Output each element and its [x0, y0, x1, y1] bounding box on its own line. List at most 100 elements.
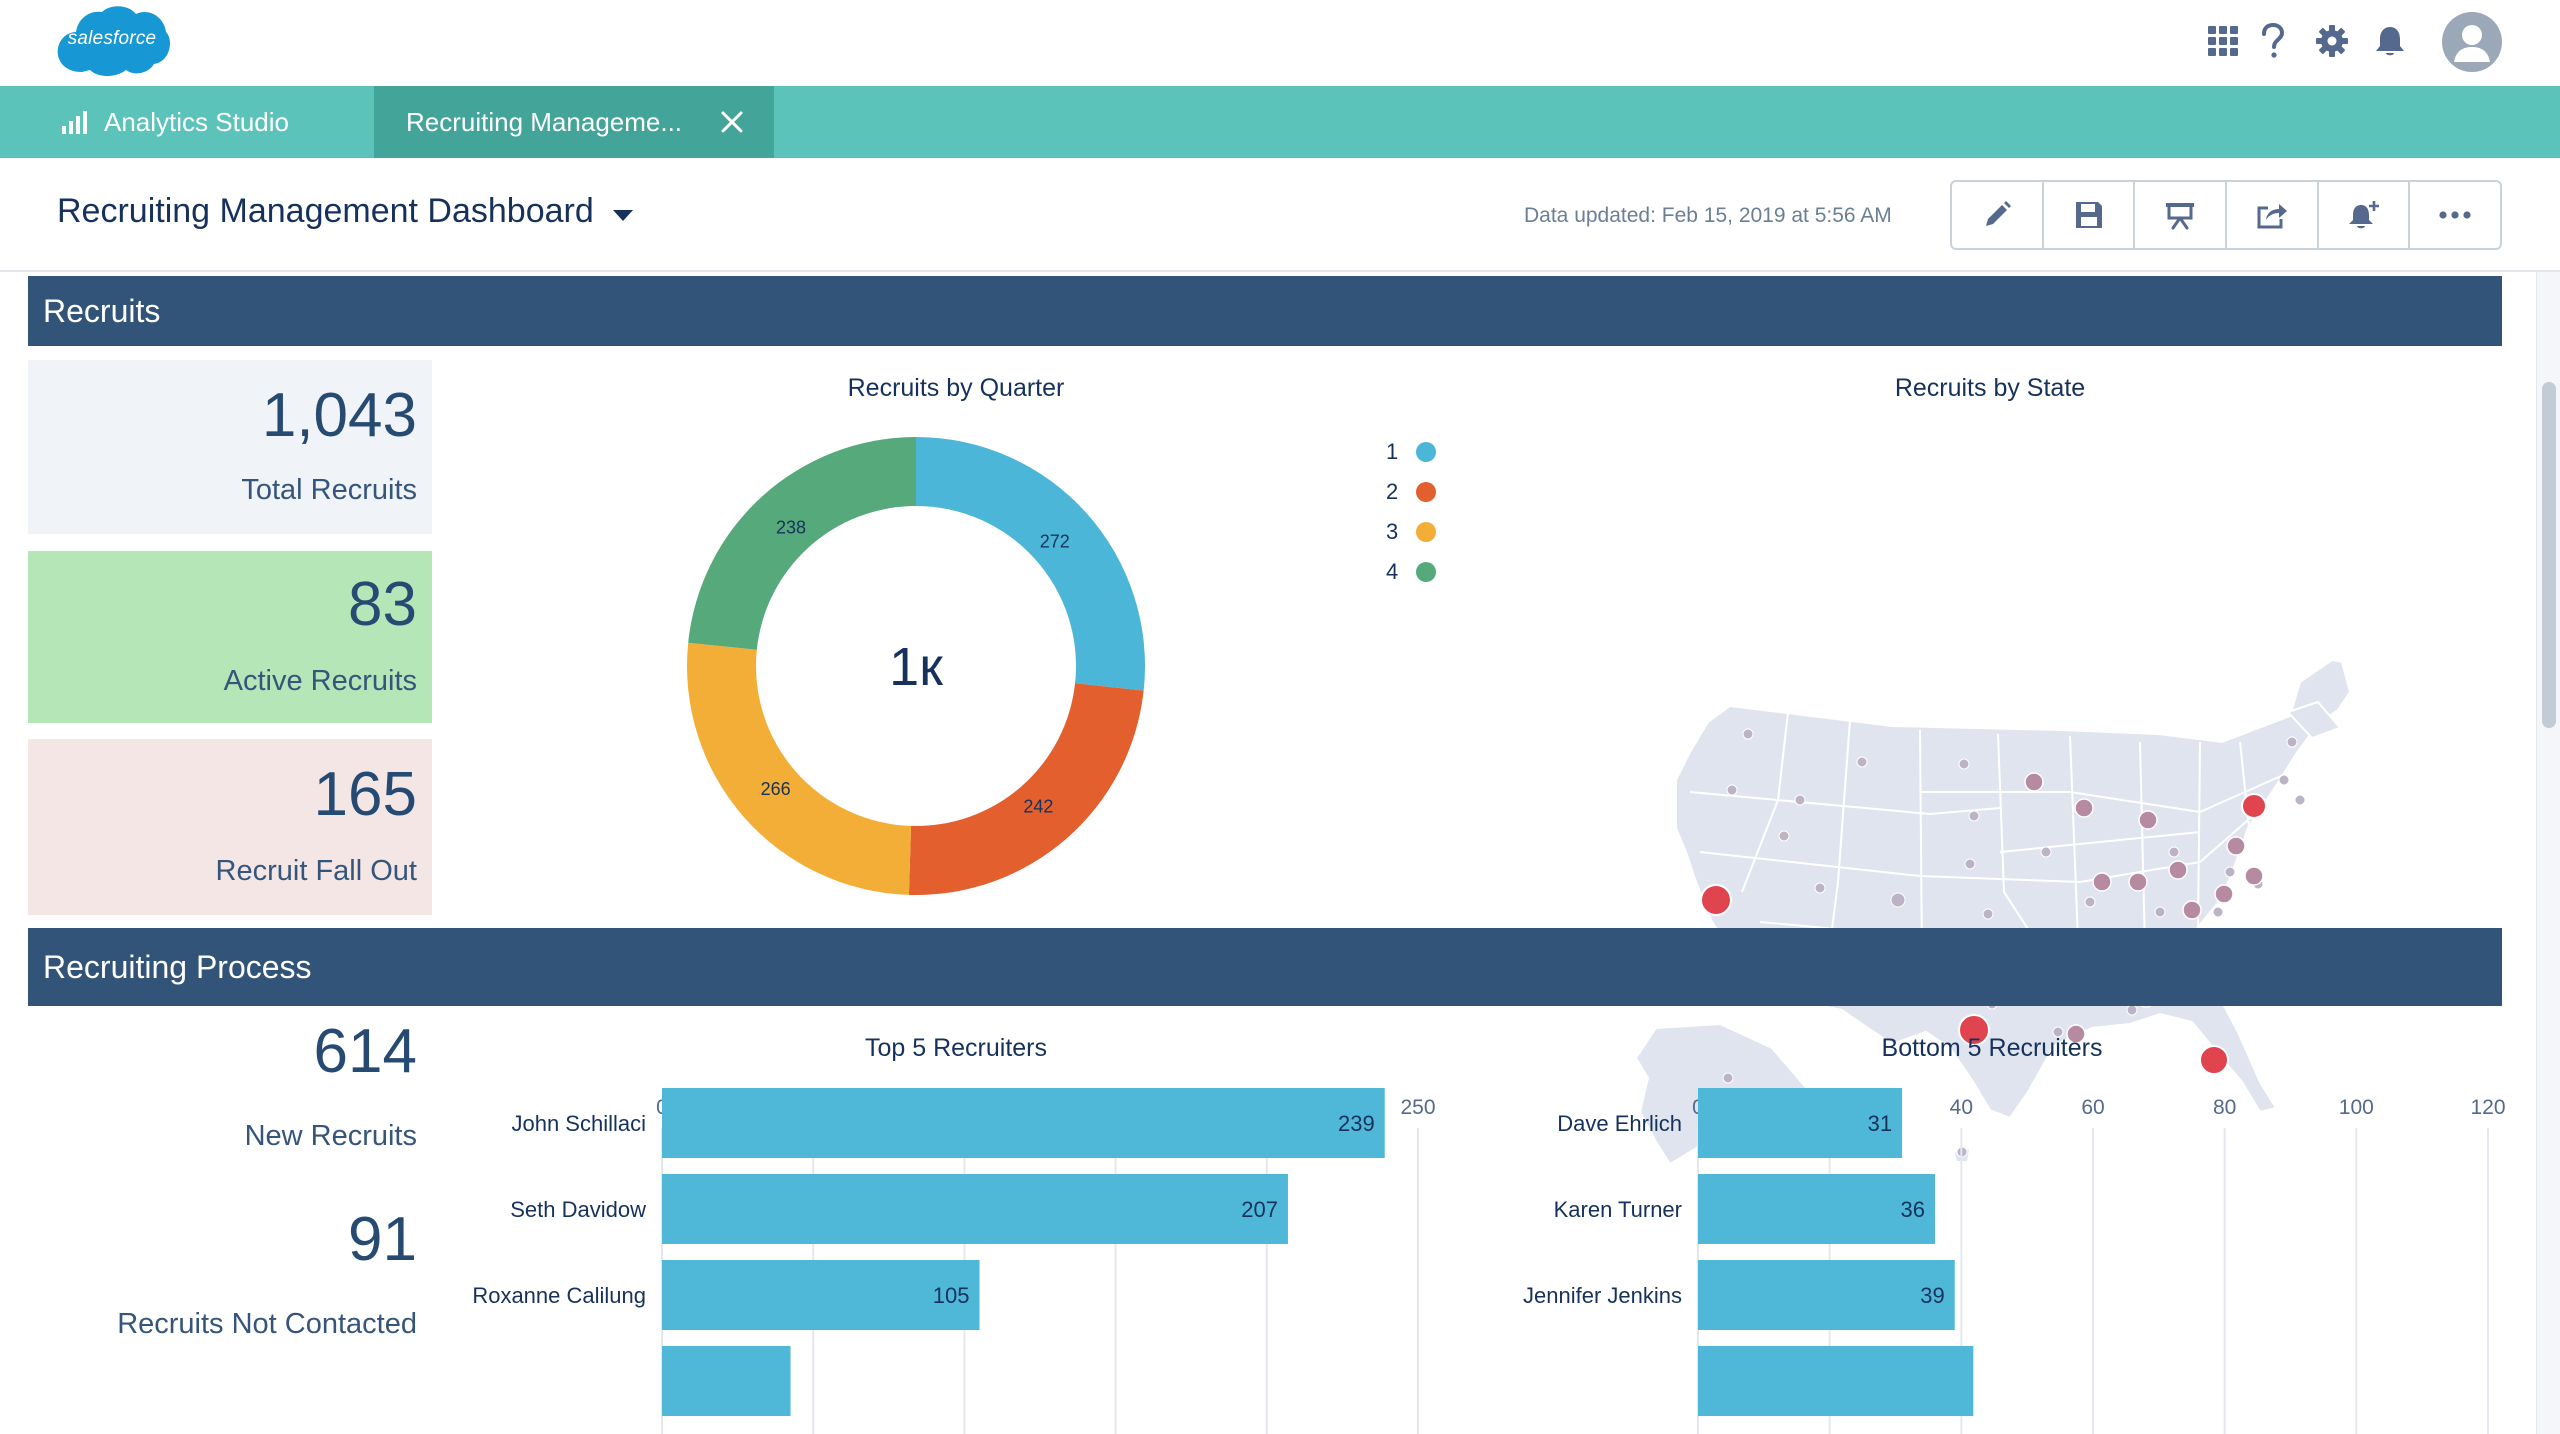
- bar-category-label: Karen Turner: [1554, 1197, 1682, 1222]
- legend-swatch: [1416, 522, 1436, 542]
- legend-item-4[interactable]: 4: [1386, 552, 1466, 592]
- kpi-recruit-fall-out[interactable]: 165 Recruit Fall Out: [28, 739, 432, 915]
- kpi-recruits-not-contacted[interactable]: 91 Recruits Not Contacted: [28, 1204, 432, 1394]
- kpi-value: 91: [348, 1205, 417, 1274]
- kpi-total-recruits[interactable]: 1,043 Total Recruits: [28, 360, 432, 534]
- map-chart-title: Recruits by State: [1894, 374, 2086, 402]
- present-icon: [2166, 203, 2195, 230]
- kpi-label: Total Recruits: [241, 474, 417, 506]
- kpi-value: 614: [313, 1017, 417, 1086]
- present-button[interactable]: [2135, 182, 2228, 248]
- legend-label: 1: [1386, 439, 1399, 464]
- bar[interactable]: [662, 1260, 980, 1330]
- save-icon: [2075, 202, 2102, 228]
- donut-slice-q4[interactable]: [688, 437, 916, 650]
- donut-slice-label: 242: [1023, 797, 1053, 817]
- data-updated-text: Data updated: Feb 15, 2019 at 5:56 AM: [1524, 204, 1892, 227]
- bar[interactable]: [662, 1346, 791, 1416]
- edit-pencil-icon: [1985, 201, 2011, 226]
- share-button[interactable]: [2227, 182, 2319, 248]
- axis-tick-label: 100: [2339, 1096, 2374, 1119]
- more-actions-icon: [2439, 211, 2471, 219]
- kpi-active-recruits[interactable]: 83 Active Recruits: [28, 551, 432, 723]
- legend-item-1[interactable]: 1: [1386, 432, 1466, 472]
- bottom-recruiters-title: Bottom 5 Recruiters: [1881, 1034, 2103, 1062]
- setup-gear-icon[interactable]: [2309, 18, 2355, 64]
- bar-category-label: Roxanne Calilung: [472, 1283, 646, 1308]
- kpi-label: Recruit Fall Out: [215, 855, 417, 887]
- legend-item-3[interactable]: 3: [1386, 512, 1466, 552]
- donut-slice-label: 266: [761, 779, 791, 799]
- donut-center-label: 1к: [889, 637, 943, 697]
- axis-tick-label: 40: [1950, 1096, 1973, 1119]
- legend-label: 4: [1386, 559, 1399, 584]
- dashboard-header: Recruiting Management Dashboard Data upd…: [0, 158, 2560, 272]
- legend-label: 3: [1386, 519, 1399, 544]
- edit-button[interactable]: [1952, 182, 2044, 248]
- salesforce-logo[interactable]: salesforce: [52, 2, 172, 80]
- donut-slice-q1[interactable]: [916, 437, 1145, 691]
- bar[interactable]: [662, 1088, 1385, 1158]
- subscribe-bell-icon: [2348, 201, 2379, 229]
- dashboard-toolbar: [1950, 180, 2502, 250]
- global-header: salesforce: [0, 0, 2560, 86]
- tab-label: Recruiting Manageme...: [406, 106, 683, 137]
- axis-tick-label: 80: [2213, 1096, 2236, 1119]
- bar[interactable]: [1698, 1088, 1903, 1158]
- chevron-down-icon[interactable]: [613, 210, 633, 221]
- notifications-bell-icon[interactable]: [2367, 18, 2413, 64]
- vertical-scrollbar[interactable]: [2536, 272, 2560, 1434]
- share-icon: [2257, 204, 2287, 229]
- help-icon[interactable]: [2250, 18, 2296, 64]
- section-header-recruiting-process: Recruiting Process: [28, 928, 2502, 1006]
- bar-category-label: Dave Ehrlich: [1557, 1111, 1682, 1136]
- axis-tick-label: 120: [2470, 1096, 2505, 1119]
- dashboard-title: Recruiting Management Dashboard: [57, 192, 594, 230]
- tab-label: Analytics Studio: [104, 106, 289, 137]
- legend-label: 2: [1386, 479, 1399, 504]
- bar-value-label: 36: [1901, 1197, 1925, 1222]
- top-recruiters-chart[interactable]: 050100150200250239John Schillaci207Seth …: [440, 1082, 1480, 1434]
- kpi-new-recruits[interactable]: 614 New Recruits: [28, 1016, 432, 1206]
- bar-value-label: 39: [1920, 1283, 1944, 1308]
- bar[interactable]: [1698, 1346, 1974, 1416]
- bar[interactable]: [1698, 1174, 1935, 1244]
- donut-slice-q2[interactable]: [908, 683, 1144, 895]
- more-actions-button[interactable]: [2410, 182, 2500, 248]
- bar-value-label: 31: [1868, 1111, 1892, 1136]
- tab-recruiting-management[interactable]: Recruiting Manageme...: [374, 86, 774, 158]
- tab-analytics-studio[interactable]: Analytics Studio: [0, 86, 372, 158]
- recruits-by-state-map[interactable]: [1620, 422, 2360, 1182]
- donut-slice-q3[interactable]: [687, 642, 912, 895]
- donut-legend: 1 2 3 4: [1386, 432, 1466, 592]
- bar-category-label: Seth Davidow: [510, 1197, 646, 1222]
- legend-swatch: [1416, 562, 1436, 582]
- scrollbar-thumb[interactable]: [2542, 382, 2556, 728]
- app-launcher-icon[interactable]: [2200, 18, 2246, 64]
- save-button[interactable]: [2044, 182, 2136, 248]
- bar[interactable]: [1698, 1260, 1955, 1330]
- legend-swatch: [1416, 442, 1436, 462]
- kpi-label: New Recruits: [244, 1120, 417, 1152]
- kpi-label: Recruits Not Contacted: [117, 1308, 417, 1340]
- section-header-recruits: Recruits: [28, 276, 2502, 346]
- donut-slice-label: 272: [1040, 531, 1070, 551]
- kpi-value: 1,043: [261, 381, 417, 450]
- bar-category-label: Jennifer Jenkins: [1523, 1283, 1682, 1308]
- bar-value-label: 207: [1241, 1197, 1278, 1222]
- close-icon[interactable]: [718, 108, 746, 136]
- top-recruiters-title: Top 5 Recruiters: [864, 1034, 1048, 1062]
- bar-value-label: 105: [933, 1283, 970, 1308]
- kpi-label: Active Recruits: [223, 665, 417, 697]
- legend-item-2[interactable]: 2: [1386, 472, 1466, 512]
- logo-text: salesforce: [67, 28, 157, 49]
- subscribe-button[interactable]: [2319, 182, 2411, 248]
- user-avatar-icon[interactable]: [2442, 12, 2502, 72]
- recruits-by-quarter-chart[interactable]: 272 242 266 238 1к: [686, 436, 1146, 896]
- dashboard-canvas: Recruits 1,043 Total Recruits 83 Active …: [0, 272, 2536, 1434]
- legend-swatch: [1416, 482, 1436, 502]
- section-title: Recruits: [43, 292, 161, 329]
- kpi-value: 165: [313, 760, 417, 829]
- bar[interactable]: [662, 1174, 1288, 1244]
